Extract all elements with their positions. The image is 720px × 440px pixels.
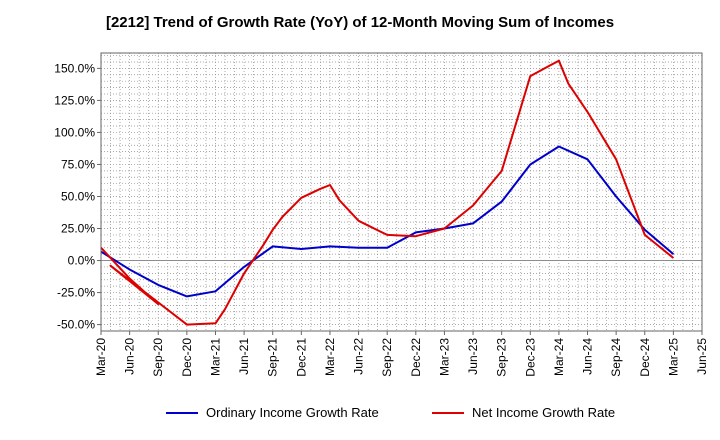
y-tick-label: 50.0% — [61, 189, 95, 203]
x-tick-label: Dec-24 — [638, 338, 652, 377]
legend-swatch-net-income — [432, 411, 464, 414]
y-tick-label: 25.0% — [61, 222, 95, 236]
y-tick-label: 0.0% — [68, 254, 96, 268]
x-tick-label: Mar-21 — [208, 338, 222, 376]
x-tick-label: Sep-24 — [609, 338, 623, 377]
y-tick-label: 125.0% — [54, 93, 95, 107]
legend-item-ordinary-income: Ordinary Income Growth Rate — [166, 405, 379, 420]
legend-item-net-income: Net Income Growth Rate — [432, 405, 615, 420]
x-tick-label: Jun-20 — [123, 338, 137, 375]
y-tick-label: 150.0% — [54, 61, 95, 75]
legend-label-ordinary-income: Ordinary Income Growth Rate — [206, 405, 379, 420]
x-tick-label: Jun-24 — [581, 338, 595, 375]
x-tick-label: Mar-25 — [666, 338, 680, 376]
x-tick-label: Sep-22 — [380, 338, 394, 377]
y-tick-label: 100.0% — [54, 125, 95, 139]
x-tick-label: Sep-20 — [151, 338, 165, 377]
series-line-ordinary-income — [100, 145, 675, 298]
x-tick-label: Sep-23 — [495, 338, 509, 377]
x-tick-label: Dec-21 — [294, 338, 308, 377]
x-tick-label: Jun-23 — [466, 338, 480, 375]
x-tick-label: Jun-22 — [352, 338, 366, 375]
x-tick-label: Mar-24 — [552, 338, 566, 376]
plot-frame — [100, 52, 703, 332]
axis-layer: -50.0% -25.0% 0.0% 25.0% 50.0% 75.0% 100.0% 125… — [54, 52, 709, 377]
y-tick-label: -50.0% — [57, 318, 95, 332]
y-tick-label: -25.0% — [57, 286, 95, 300]
y-tick-label: 75.0% — [61, 157, 95, 171]
x-tick-label: Dec-23 — [523, 338, 537, 377]
chart-title: [2212] Trend of Growth Rate (YoY) of 12-… — [105, 14, 615, 31]
series-line-net-income — [100, 59, 675, 326]
x-tick-label: Dec-22 — [409, 338, 423, 377]
x-tick-label: Mar-22 — [323, 338, 337, 376]
legend-label-net-income: Net Income Growth Rate — [472, 405, 616, 420]
x-tick-label: Jun-21 — [237, 338, 251, 375]
x-tick-label: Sep-21 — [266, 338, 280, 377]
legend-swatch-ordinary-income — [166, 411, 198, 414]
x-tick-label: Jun-25 — [695, 338, 709, 375]
legend: Ordinary Income Growth Rate Net Income G… — [0, 405, 720, 425]
x-tick-label: Dec-20 — [180, 338, 194, 377]
series-layer — [100, 59, 675, 326]
grid-layer — [100, 53, 703, 331]
x-tick-label: Mar-23 — [437, 338, 451, 376]
x-tick-label: Mar-20 — [94, 338, 108, 376]
